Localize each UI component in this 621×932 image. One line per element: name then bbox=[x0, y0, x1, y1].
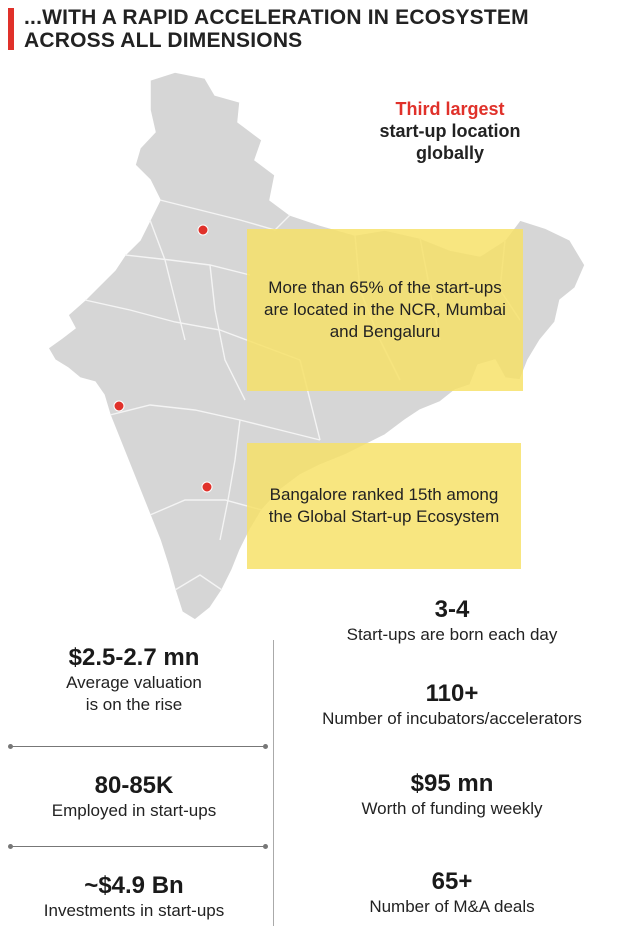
divider bbox=[8, 744, 268, 749]
stat-label: Investments in start-ups bbox=[43, 901, 225, 920]
stat-label: Average valuation bbox=[66, 673, 202, 692]
stat-value: 110+ bbox=[425, 680, 479, 707]
stat-funding-weekly: $95 mn Worth of funding weekly bbox=[286, 770, 618, 820]
stat-ma-deals: 65+ Number of M&A deals bbox=[286, 868, 618, 918]
stat-average-valuation: $2.5-2.7 mn Average valuation is on the … bbox=[6, 644, 262, 716]
stat-value: 80-85K bbox=[94, 772, 174, 799]
stat-label: Number of M&A deals bbox=[369, 897, 535, 916]
ncr-mumbai-bengaluru-box: More than 65% of the start-ups are locat… bbox=[247, 229, 523, 391]
page-title: ...WITH A RAPID ACCELERATION IN ECOSYSTE… bbox=[24, 6, 529, 52]
stat-investments: ~$4.9 Bn Investments in start-ups bbox=[6, 872, 262, 922]
stat-label: Worth of funding weekly bbox=[361, 799, 543, 818]
marker-bengaluru bbox=[201, 481, 213, 493]
stat-label: Employed in start-ups bbox=[51, 801, 217, 820]
stat-value: $95 mn bbox=[410, 770, 494, 797]
third-largest-callout: Third largest start-up location globally bbox=[330, 98, 570, 164]
callout-line-2: globally bbox=[415, 143, 484, 163]
stat-label: Start-ups are born each day bbox=[346, 625, 558, 644]
title-accent-bar bbox=[8, 8, 14, 50]
stat-value: 3-4 bbox=[434, 596, 470, 623]
bangalore-rank-box: Bangalore ranked 15th among the Global S… bbox=[247, 443, 521, 569]
stat-value: ~$4.9 Bn bbox=[84, 872, 184, 899]
stat-startups-born: 3-4 Start-ups are born each day bbox=[286, 596, 618, 646]
box-text: Bangalore ranked 15th among the Global S… bbox=[268, 485, 500, 526]
column-divider bbox=[273, 640, 274, 926]
callout-highlight: Third largest bbox=[395, 99, 505, 119]
marker-ncr bbox=[197, 224, 209, 236]
stat-label: Number of incubators/accelerators bbox=[322, 709, 582, 728]
stat-value: $2.5-2.7 mn bbox=[68, 644, 200, 671]
marker-mumbai bbox=[113, 400, 125, 412]
box-text: More than 65% of the start-ups are locat… bbox=[264, 278, 506, 341]
divider bbox=[8, 844, 268, 849]
stat-label: is on the rise bbox=[85, 695, 183, 714]
stat-value: 65+ bbox=[431, 868, 473, 895]
stat-incubators: 110+ Number of incubators/accelerators bbox=[286, 680, 618, 730]
stat-employed: 80-85K Employed in start-ups bbox=[6, 772, 262, 822]
callout-line-1: start-up location bbox=[379, 121, 521, 141]
